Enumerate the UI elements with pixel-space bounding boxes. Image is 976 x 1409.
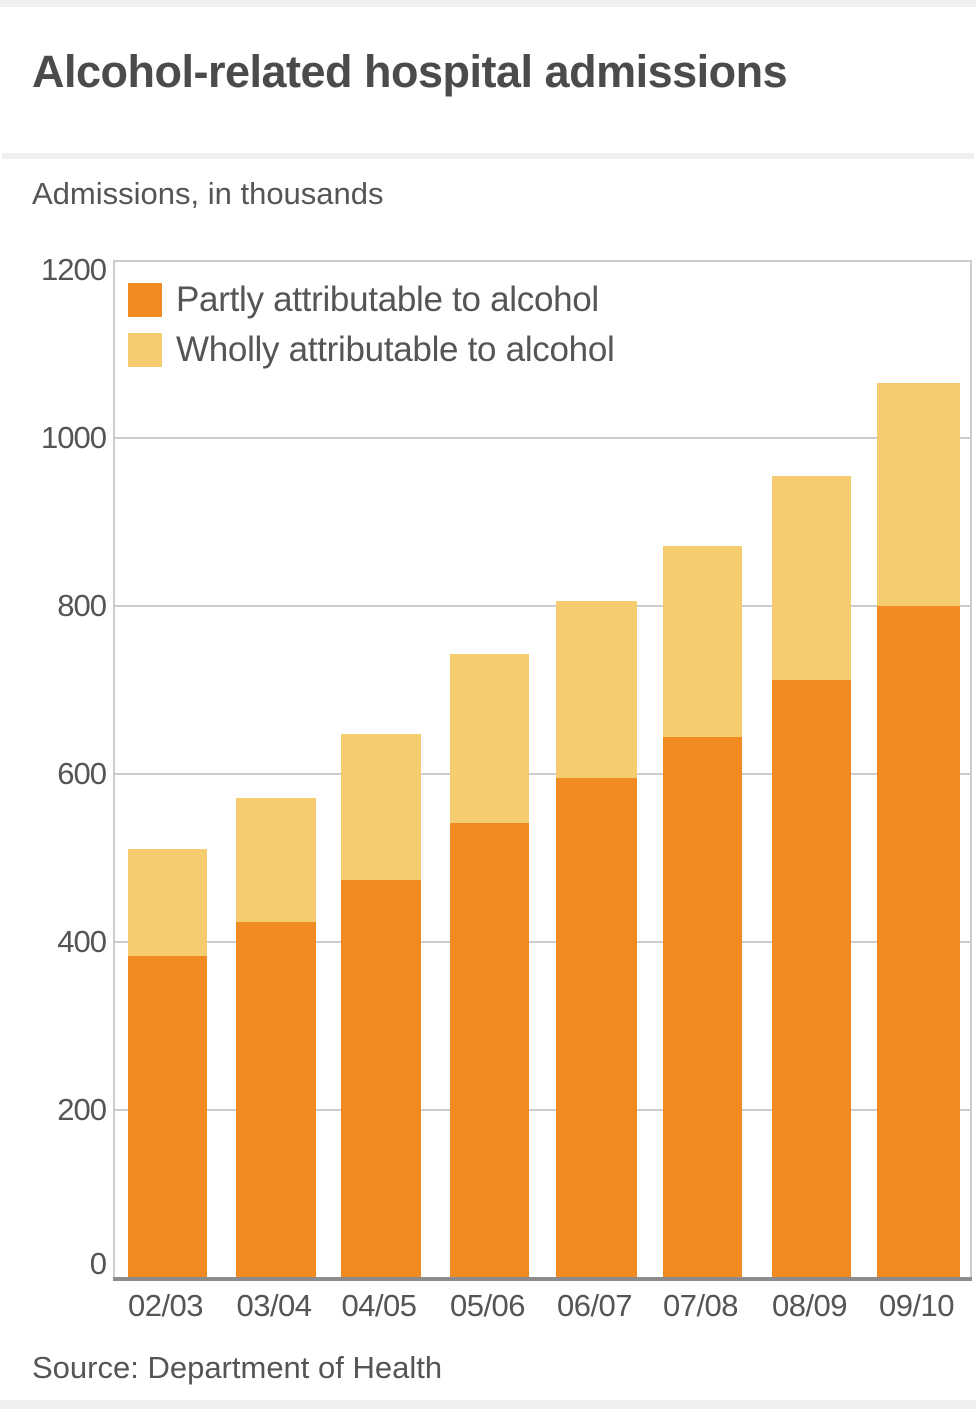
source-note: Source: Department of Health bbox=[32, 1350, 443, 1385]
y-tick-label: 0 bbox=[89, 1246, 107, 1281]
bar-segment-wholly bbox=[450, 653, 529, 823]
title-divider bbox=[2, 153, 974, 159]
bar-segment-wholly bbox=[663, 546, 742, 738]
x-tick-label: 05/06 bbox=[449, 1288, 526, 1323]
bar-04-05 bbox=[341, 733, 421, 1278]
bar-segment-partly bbox=[128, 956, 207, 1278]
bar-segment-wholly bbox=[877, 383, 960, 606]
legend-item-wholly: Wholly attributable to alcohol bbox=[128, 325, 615, 375]
bar-segment-partly bbox=[236, 921, 316, 1278]
gridline-400 bbox=[113, 941, 972, 943]
plot-area bbox=[113, 260, 972, 1281]
y-tick-label: 200 bbox=[57, 1092, 107, 1127]
x-tick-label: 04/05 bbox=[341, 1288, 417, 1323]
gridline-200 bbox=[113, 1109, 972, 1111]
y-tick-label: 800 bbox=[57, 588, 107, 623]
legend-label-partly: Partly attributable to alcohol bbox=[176, 280, 599, 319]
bar-06-07 bbox=[556, 600, 637, 1278]
x-tick-label: 09/10 bbox=[878, 1288, 955, 1323]
y-tick-label: 400 bbox=[57, 924, 107, 959]
y-tick-label: 1200 bbox=[41, 252, 107, 287]
legend-item-partly: Partly attributable to alcohol bbox=[128, 275, 614, 325]
bar-02-03 bbox=[128, 848, 207, 1278]
bar-segment-wholly bbox=[772, 475, 851, 680]
bar-03-04 bbox=[236, 798, 316, 1278]
bar-segment-wholly bbox=[128, 848, 207, 957]
bar-05-06 bbox=[450, 653, 529, 1278]
bar-segment-wholly bbox=[236, 798, 316, 922]
legend-swatch-partly bbox=[128, 283, 162, 317]
gridline-800 bbox=[113, 605, 972, 607]
bar-09-10 bbox=[877, 383, 960, 1278]
x-tick-label: 03/04 bbox=[236, 1288, 312, 1323]
gridline-600 bbox=[113, 773, 972, 775]
bar-07-08 bbox=[663, 546, 742, 1278]
bottom-border-strip bbox=[0, 1400, 976, 1409]
bar-segment-partly bbox=[341, 879, 421, 1278]
plot-frame bbox=[113, 260, 972, 1278]
chart-subtitle: Admissions, in thousands bbox=[32, 176, 384, 211]
bar-08-09 bbox=[772, 475, 851, 1278]
y-tick-label: 600 bbox=[57, 756, 107, 791]
legend: Partly attributable to alcohol Wholly at… bbox=[128, 275, 615, 375]
bar-segment-wholly bbox=[341, 733, 421, 880]
x-tick-label: 06/07 bbox=[556, 1288, 633, 1323]
bar-segment-wholly bbox=[556, 600, 637, 779]
legend-label-wholly: Wholly attributable to alcohol bbox=[176, 330, 615, 369]
bar-segment-partly bbox=[556, 778, 637, 1278]
top-border-strip bbox=[0, 0, 976, 7]
x-tick-label: 08/09 bbox=[771, 1288, 848, 1323]
x-tick-label: 02/03 bbox=[127, 1288, 204, 1323]
bar-segment-partly bbox=[772, 679, 851, 1278]
y-tick-label: 1000 bbox=[41, 420, 107, 455]
legend-swatch-wholly bbox=[128, 333, 162, 367]
x-axis-line bbox=[113, 1277, 972, 1281]
chart-title: Alcohol-related hospital admissions bbox=[32, 46, 788, 97]
bar-segment-partly bbox=[450, 822, 529, 1278]
bar-segment-partly bbox=[877, 605, 960, 1278]
bar-segment-partly bbox=[663, 737, 742, 1278]
x-tick-label: 07/08 bbox=[662, 1288, 739, 1323]
gridline-1000 bbox=[113, 437, 972, 439]
